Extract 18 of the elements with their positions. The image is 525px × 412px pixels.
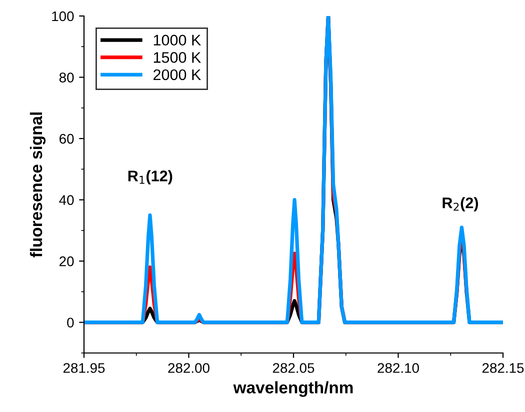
x-tick-label: 281.95 [63, 363, 105, 373]
x-tick-label: 282.10 [378, 363, 419, 373]
x-tick-label: 282.00 [168, 363, 210, 373]
y-tick-label: 40 [59, 195, 74, 205]
legend-label: 2000 K [154, 69, 201, 80]
annotation: R$_{1}$(12) [128, 170, 172, 184]
y-axis-title: fluoresence signal [30, 112, 46, 258]
annotation: R$_{2}$(2) [442, 197, 478, 212]
y-tick-label: 20 [60, 256, 74, 266]
legend-label: 1500 K [154, 52, 201, 63]
x-tick-label: 282.05 [272, 363, 314, 373]
x-axis-title: wavelength/nm [233, 381, 353, 397]
legend-label: 1000 K [154, 34, 201, 46]
x-tick-label: 282.15 [482, 363, 524, 373]
y-tick-label: 0 [67, 318, 74, 328]
y-tick-label: 80 [59, 72, 74, 82]
y-tick-label: 100 [52, 11, 74, 22]
y-tick-label: 60 [60, 134, 74, 144]
